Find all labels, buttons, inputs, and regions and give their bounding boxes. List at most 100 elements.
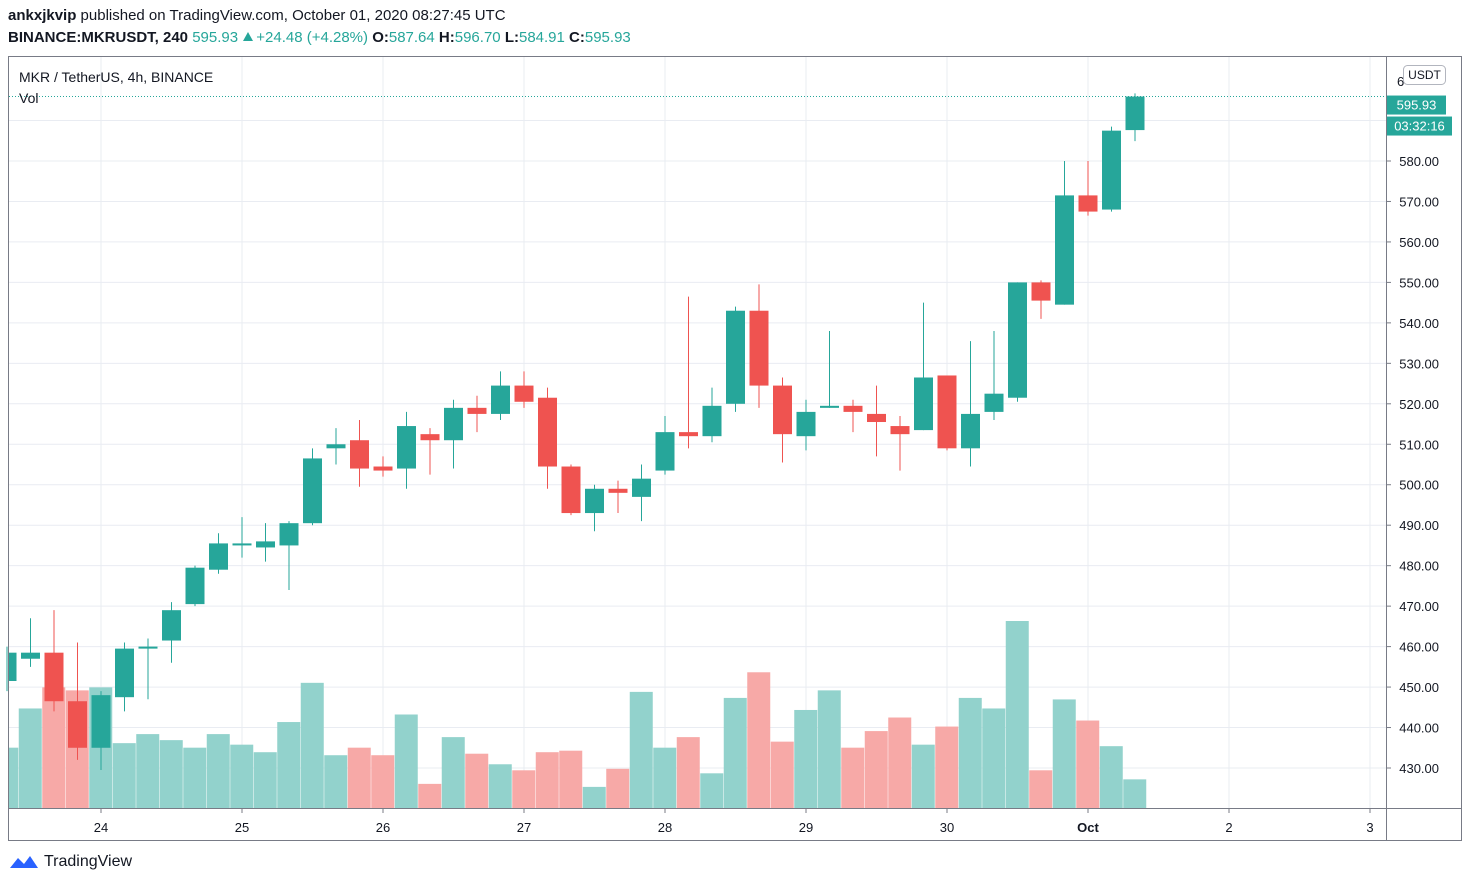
candle-body (796, 411, 816, 437)
candle-body (632, 478, 651, 497)
candle-body (773, 385, 792, 435)
time-tick-label: 30 (940, 820, 954, 835)
countdown-tag (1387, 116, 1452, 136)
candle-body (608, 488, 628, 493)
candle-body (444, 407, 463, 441)
price-tick-label: 480.00 (1399, 559, 1439, 574)
volume-bar (535, 752, 559, 808)
time-tick-label: 24 (94, 820, 108, 835)
price-tick-label: 430.00 (1399, 761, 1439, 776)
candle-body (1125, 96, 1145, 131)
candle-body (561, 466, 581, 514)
candle-body (185, 567, 205, 605)
candle-body (115, 648, 134, 698)
candle-body (937, 375, 957, 449)
candle-body (702, 405, 722, 437)
grid-lines (9, 57, 1386, 808)
candle-body (397, 426, 416, 469)
candle-body (867, 413, 886, 423)
candle-body (1078, 195, 1098, 212)
price-tick-label: 540.00 (1399, 316, 1439, 331)
candle-body (279, 523, 299, 546)
time-axis[interactable]: 24 25 26 27 28 29 30 Oct 2 3 (94, 808, 1374, 835)
time-tick-label: 25 (235, 820, 249, 835)
candle-body (820, 405, 839, 408)
volume-bar (277, 722, 301, 808)
time-tick-label: 26 (376, 820, 390, 835)
volume-bar (418, 783, 442, 808)
volume-bar (747, 672, 771, 808)
candle-body (1102, 130, 1121, 210)
volume-bars (9, 621, 1147, 808)
volume-bar (676, 737, 700, 808)
volume-bar (9, 747, 19, 808)
candle-body (890, 426, 910, 435)
volume-bar (441, 737, 465, 808)
candle-body (256, 541, 275, 548)
currency-badge[interactable] (1403, 65, 1446, 85)
price-tick-label: 450.00 (1399, 680, 1439, 695)
volume-bar (817, 690, 841, 808)
last-price-tag (1387, 95, 1446, 115)
candle-body (21, 652, 40, 659)
candle-body (726, 310, 745, 404)
volume-bar (1099, 746, 1123, 808)
symbol-ohlc-line: BINANCE:MKRUSDT, 240 595.93 +24.48 (+4.2… (8, 29, 631, 46)
candle-body (467, 407, 487, 414)
candle-body (679, 432, 698, 437)
last-price-tag-text: 595.93 (1397, 98, 1437, 113)
volume-bar (935, 726, 959, 808)
low-value: 584.91 (518, 29, 565, 46)
price-axis[interactable]: 430.00 440.00 450.00 460.00 470.00 480.00 490.… (1386, 154, 1439, 776)
candle-body (585, 488, 604, 514)
price-tick-label: 530.00 (1399, 356, 1439, 371)
volume-bar (888, 717, 912, 808)
publish-info: ankxjkvip published on TradingView.com, … (8, 7, 506, 24)
tradingview-logo[interactable]: TradingView (8, 852, 132, 872)
price-tick-label: 460.00 (1399, 640, 1439, 655)
volume-bar (253, 752, 277, 808)
volume-bar (1029, 770, 1053, 808)
volume-bar (42, 687, 66, 808)
series-title: MKR / TetherUS, 4h, BINANCE (19, 69, 213, 85)
volume-bar (629, 691, 653, 808)
volume-bar (1123, 779, 1147, 808)
volume-bar (559, 750, 583, 808)
close-label: C: (569, 29, 585, 46)
volume-bar (606, 768, 630, 808)
volume-bar (653, 747, 677, 808)
price-tick-label: 510.00 (1399, 437, 1439, 452)
candle-body (232, 543, 252, 546)
candle-body (209, 543, 228, 570)
low-label: L: (504, 29, 519, 46)
cloud-logo-icon (10, 856, 38, 868)
price-tick-label: 560.00 (1399, 235, 1439, 250)
volume-bar (300, 682, 324, 808)
open-value: 587.64 (388, 29, 435, 46)
candle-body (1008, 282, 1027, 398)
time-tick-label: 27 (517, 820, 531, 835)
time-tick-label: 2 (1225, 820, 1232, 835)
volume-bar (183, 747, 207, 808)
candle-body (914, 377, 933, 431)
candle-body (655, 432, 675, 471)
volume-bar (958, 697, 982, 808)
symbol-label: BINANCE:MKRUSDT, 240 (8, 29, 189, 46)
price-tick-label: 470.00 (1399, 599, 1439, 614)
open-label: O: (372, 29, 389, 46)
candle-body (138, 646, 158, 649)
volume-bar (1052, 699, 1076, 808)
volume-bar (1076, 720, 1100, 808)
time-tick-label: 3 (1366, 820, 1373, 835)
price-tick-label: 580.00 (1399, 154, 1439, 169)
candle-body (961, 413, 980, 449)
close-value: 595.93 (584, 29, 631, 46)
volume-bar (465, 753, 489, 808)
chart-canvas[interactable]: 430.00 440.00 450.00 460.00 470.00 480.00 490.… (0, 0, 1470, 850)
volume-bar (347, 747, 371, 808)
price-axis-partial-label: 6 (1397, 74, 1404, 89)
candle-body (538, 397, 557, 467)
volume-bar (864, 731, 888, 808)
volume-bar (723, 697, 747, 808)
volume-bar (112, 743, 136, 808)
